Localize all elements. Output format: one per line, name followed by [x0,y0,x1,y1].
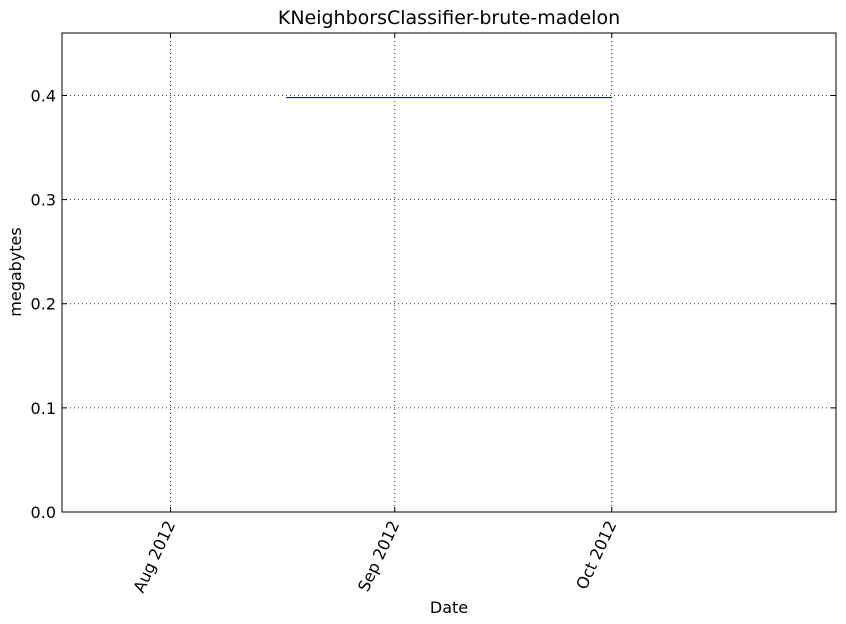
y-tick-label: 0.3 [31,191,56,210]
x-axis-label: Date [430,598,468,617]
y-tick-label: 0.4 [31,86,56,105]
x-tick-label: Oct 2012 [572,518,620,593]
x-tick-label: Sep 2012 [354,518,403,595]
chart-title: KNeighborsClassifier-brute-madelon [278,7,620,29]
x-tick-label: Aug 2012 [129,518,179,596]
y-tick-label: 0.1 [31,399,56,418]
ticks: 0.0 0.1 0.2 0.3 0.4 Aug 2012 Sep 2012 Oct 2012 [31,33,836,596]
y-tick-label: 0.0 [31,503,56,522]
plot-area [61,32,837,513]
y-axis-label: megabytes [6,227,25,316]
y-tick-label: 0.2 [31,295,56,314]
grid [62,33,836,512]
